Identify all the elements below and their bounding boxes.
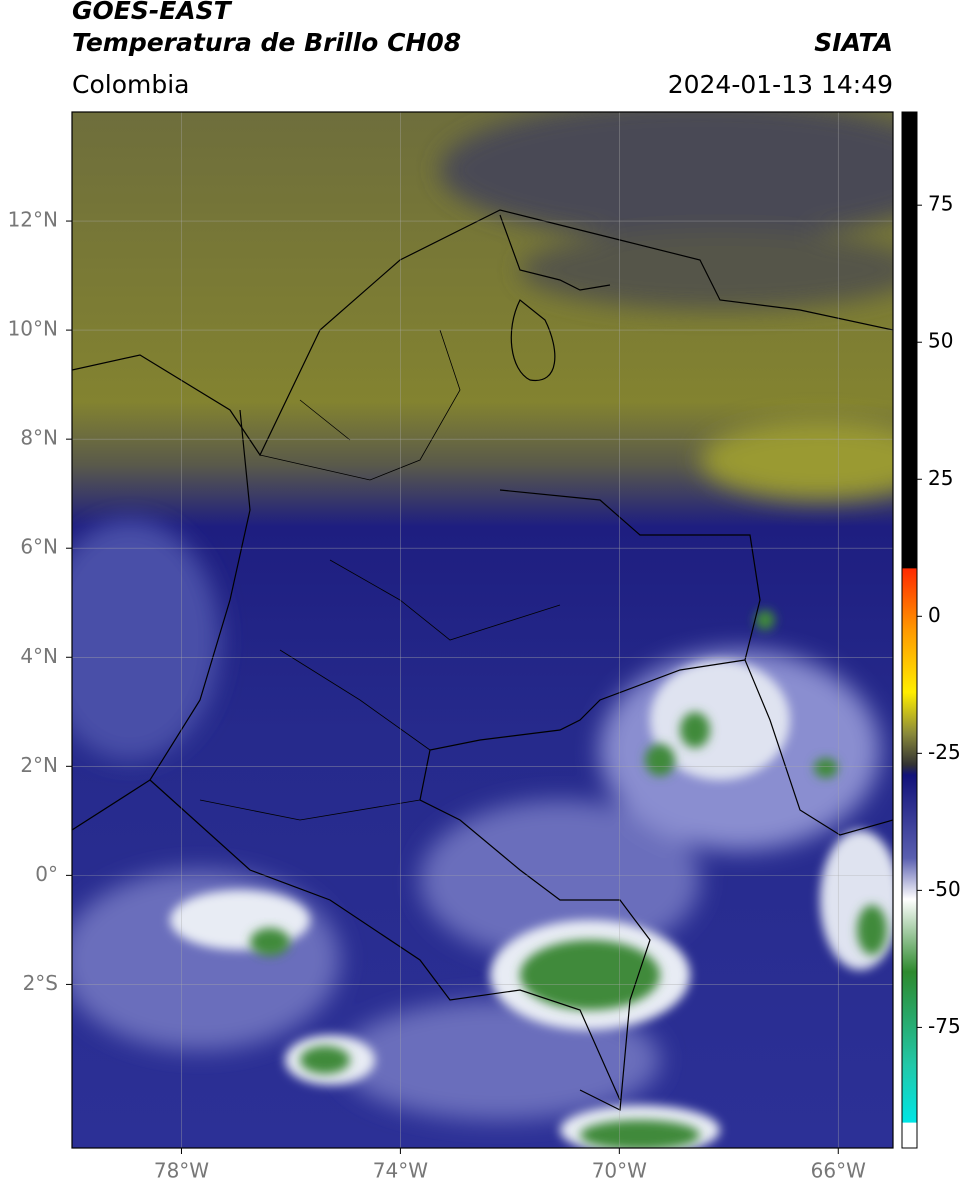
y-tick-label: 10°N [8,317,58,341]
datetime: 2024-01-13 14:49 [667,70,893,99]
colorbar-tick-label: 0 [928,603,941,627]
y-tick-label: 4°N [20,644,58,668]
subtitle: Temperatura de Brillo CH08 [72,28,462,57]
y-tick-label: 2°N [20,753,58,777]
satellite-image [72,112,893,1148]
region: Colombia [72,70,190,99]
y-tick-label: 2°S [23,971,58,995]
colorbar-tick-label: 50 [928,329,953,353]
map-frame [71,111,894,1149]
x-tick-label: 66°W [811,1159,866,1183]
y-tick-label: 12°N [8,208,58,232]
colorbar-tick-label: 25 [928,466,953,490]
colorbar-tick-label: -75 [928,1014,961,1038]
x-tick-label: 70°W [592,1159,647,1183]
x-tick-label: 78°W [154,1159,209,1183]
colorbar [901,111,918,1149]
y-tick-label: 6°N [20,535,58,559]
y-tick-label: 0° [35,862,58,886]
y-tick-label: 8°N [20,426,58,450]
source: SIATA [814,28,893,57]
colorbar-tick-label: -25 [928,740,961,764]
x-tick-label: 74°W [373,1159,428,1183]
colorbar-tick-label: -50 [928,877,961,901]
title: GOES-EAST [72,0,231,25]
colorbar-tick-label: 75 [928,192,953,216]
